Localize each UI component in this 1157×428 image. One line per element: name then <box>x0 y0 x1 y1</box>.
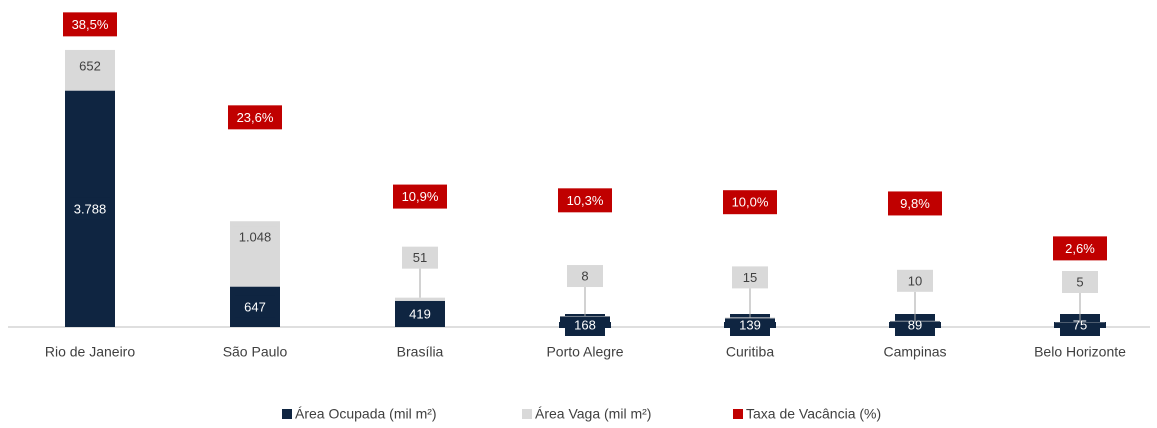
rate-marker <box>63 12 117 37</box>
label-box <box>400 302 440 325</box>
legend-label: Área Vaga (mil m²) <box>535 406 651 422</box>
data-label: 10 <box>908 273 922 288</box>
legend-swatch <box>733 409 743 419</box>
data-label: 15 <box>743 270 757 285</box>
data-label: 2,6% <box>1065 241 1095 256</box>
data-label: 75 <box>1073 317 1087 332</box>
bar-segment <box>890 320 940 322</box>
data-label: 51 <box>413 250 427 265</box>
legend-swatch <box>522 409 532 419</box>
data-label: 8 <box>581 268 588 283</box>
label-box <box>565 314 605 336</box>
label-box <box>233 226 277 249</box>
rate-marker <box>1053 236 1107 261</box>
data-label: 1.048 <box>239 230 272 245</box>
data-label: 168 <box>574 317 596 332</box>
label-box <box>1060 314 1100 336</box>
data-label: 652 <box>79 58 101 73</box>
label-box <box>70 197 110 220</box>
bar-segment <box>725 317 775 319</box>
data-label: 9,8% <box>900 196 930 211</box>
x-tick-label: Curitiba <box>726 344 774 360</box>
data-label: 38,5% <box>72 17 109 32</box>
data-label: 5 <box>1076 274 1083 289</box>
rate-marker <box>558 188 612 213</box>
x-tick-label: Belo Horizonte <box>1034 344 1126 360</box>
label-box <box>897 269 933 292</box>
bar-segment <box>395 297 445 301</box>
x-tick-label: Porto Alegre <box>546 344 623 360</box>
label-box <box>1062 271 1098 294</box>
label-box <box>567 265 603 288</box>
data-label: 419 <box>409 306 431 321</box>
data-label: 10,3% <box>567 193 604 208</box>
data-label: 10,0% <box>732 195 769 210</box>
label-box <box>68 54 112 77</box>
rate-marker <box>228 105 282 130</box>
label-box <box>732 266 768 289</box>
rate-marker <box>888 191 942 216</box>
data-label: 647 <box>244 299 266 314</box>
data-label: 10,9% <box>402 189 439 204</box>
rate-marker <box>393 184 447 209</box>
x-tick-label: São Paulo <box>223 344 288 360</box>
data-label: 23,6% <box>237 110 274 125</box>
rate-marker <box>723 190 777 215</box>
legend-label: Área Ocupada (mil m²) <box>295 406 437 422</box>
label-box <box>235 295 275 318</box>
data-label: 139 <box>739 317 761 332</box>
legend-label: Taxa de Vacância (%) <box>746 406 881 422</box>
label-box <box>895 314 935 336</box>
label-box <box>402 246 438 269</box>
legend-swatch <box>282 409 292 419</box>
x-tick-label: Campinas <box>883 344 946 360</box>
label-box <box>730 314 770 336</box>
data-label: 3.788 <box>74 201 107 216</box>
x-tick-label: Brasília <box>397 344 444 360</box>
x-tick-label: Rio de Janeiro <box>45 344 135 360</box>
